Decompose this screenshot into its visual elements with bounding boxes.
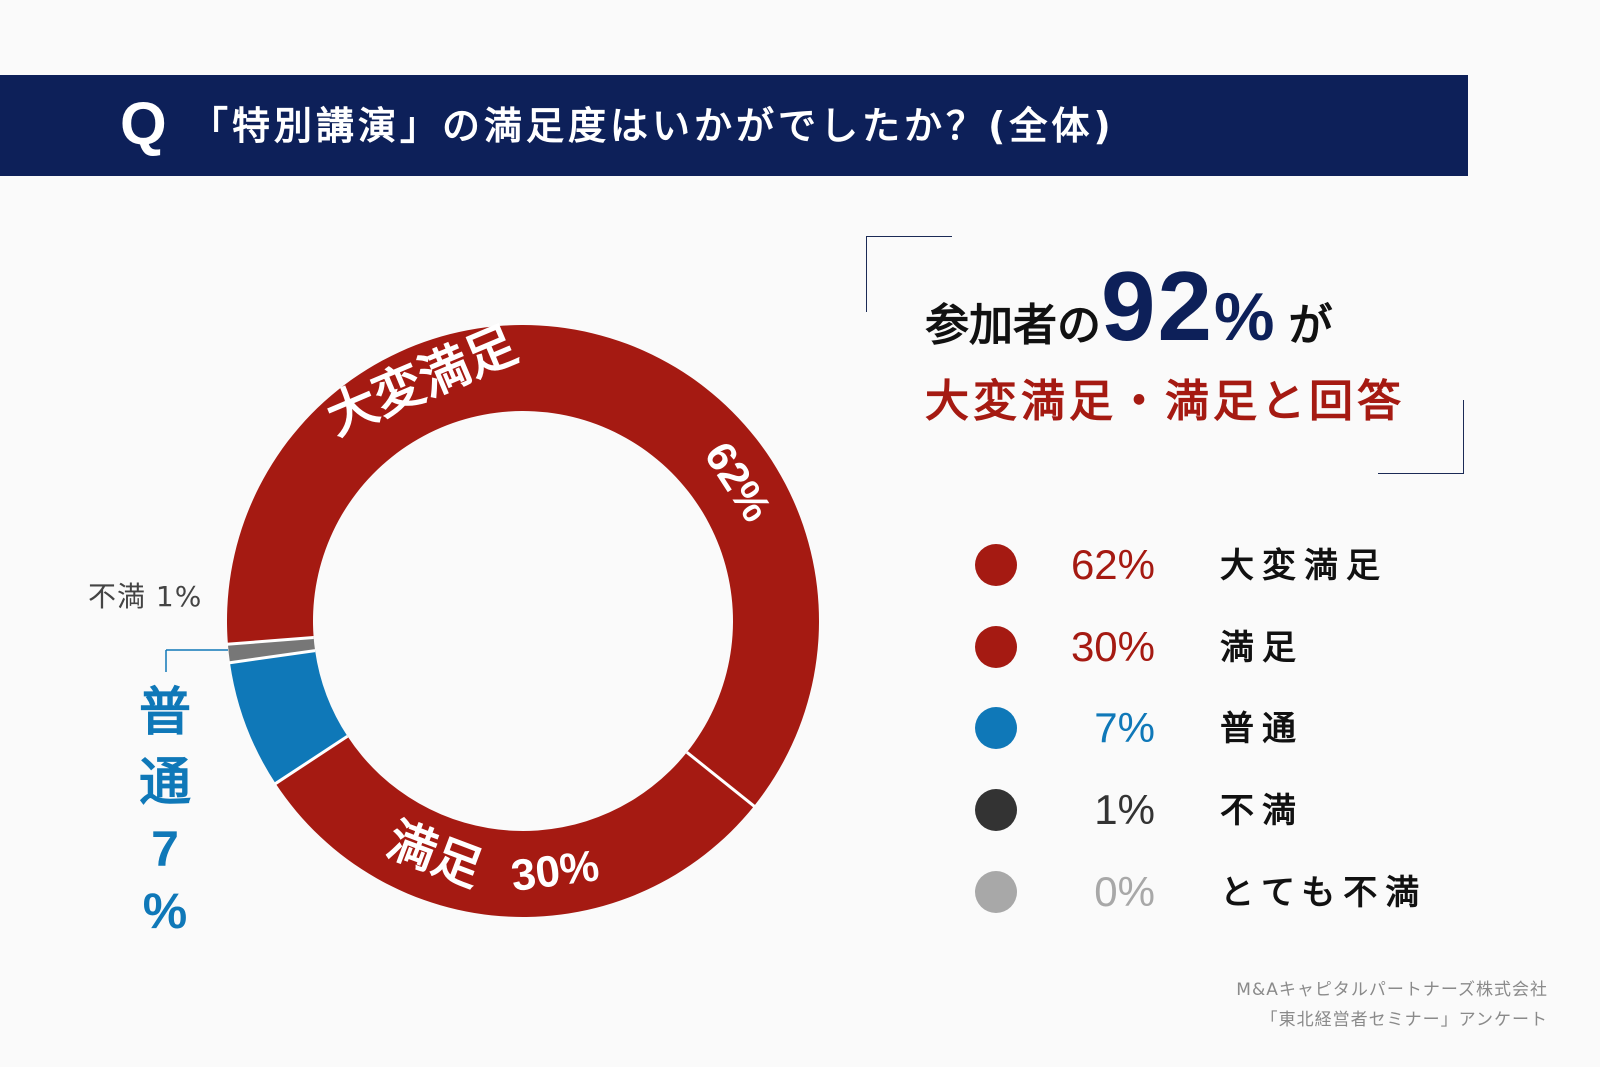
- legend-item-manzoku: 30% 満足: [975, 622, 1455, 682]
- slice-value-manzoku: 30%: [508, 841, 602, 901]
- legend-item-fuman: 1% 不満: [975, 785, 1455, 845]
- slice-futsuu: [229, 650, 348, 784]
- legend-label: 不満: [1220, 791, 1304, 831]
- legend-pct: 0%: [1094, 868, 1155, 915]
- headline-number: 92: [1101, 251, 1215, 361]
- legend-pct: 7%: [1094, 704, 1155, 751]
- summary-bracket-bottom-right: [1378, 400, 1464, 474]
- futsuu-unit: %: [142, 883, 188, 939]
- slice-daimanzoku: [227, 324, 820, 807]
- legend-dot: [975, 789, 1017, 831]
- legend-pct: 62%: [1070, 541, 1155, 588]
- legend-item-totemo-fuman: 0% とても不満: [975, 867, 1455, 927]
- legend-item-futsuu: 7% 普通: [975, 703, 1455, 763]
- slice-manzoku: [275, 736, 755, 918]
- question-banner: Q 「特別講演」の満足度はいかがでしたか？(全体): [0, 75, 1468, 176]
- slice-label-fuman: 不満 1%: [88, 580, 203, 613]
- futsuu-char-1: 普: [138, 683, 191, 743]
- headline-prefix: 参加者の: [925, 300, 1101, 351]
- headline-suffix: が: [1288, 300, 1333, 351]
- legend-pct: 30%: [1070, 623, 1155, 670]
- slice-separator: [226, 635, 314, 646]
- summary-headline: 参加者の92% が: [925, 250, 1332, 363]
- source-credit: M&Aキャピタルパートナーズ株式会社 「東北経営者セミナー」アンケート: [1236, 975, 1548, 1035]
- legend-dot: [975, 871, 1017, 913]
- futsuu-char-2: 通: [138, 753, 191, 813]
- question-title: 「特別講演」の満足度はいかがでしたか？(全体): [190, 104, 1115, 148]
- legend-label: 満足: [1220, 628, 1304, 668]
- futsuu-value: 7: [151, 821, 179, 877]
- summary-subline: 大変満足・満足と回答: [925, 376, 1405, 427]
- legend-label: 大変満足: [1220, 546, 1388, 586]
- legend-pct: 1%: [1094, 786, 1155, 833]
- source-line-1: M&Aキャピタルパートナーズ株式会社: [1236, 980, 1548, 1000]
- q-mark: Q: [120, 90, 167, 157]
- summary-bracket-top-left: [866, 236, 952, 312]
- slice-separator: [273, 735, 349, 786]
- legend-label: 普通: [1220, 709, 1304, 749]
- legend-dot: [975, 707, 1017, 749]
- slice-separator: [685, 751, 756, 808]
- headline-percent: %: [1214, 279, 1275, 355]
- slice-separator: [228, 649, 316, 665]
- legend-label: とても不満: [1220, 873, 1428, 913]
- legend-item-daimanzoku: 62% 大変満足: [975, 540, 1455, 600]
- legend-dot: [975, 626, 1017, 668]
- slice-label-futsuu: 普 通 7 %: [135, 678, 195, 942]
- legend-dot: [975, 544, 1017, 586]
- source-line-2: 「東北経営者セミナー」アンケート: [1260, 1010, 1548, 1030]
